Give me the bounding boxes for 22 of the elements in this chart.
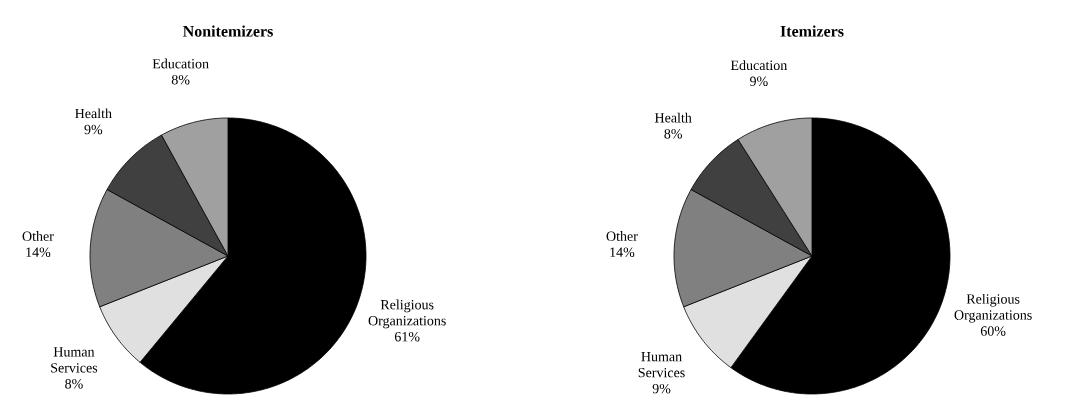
chart-title: Itemizers: [780, 25, 844, 37]
chart-title: Nonitemizers: [183, 25, 273, 37]
slice-label: Education: [152, 58, 209, 69]
data-label: 9%: [652, 383, 671, 394]
data-label: 8%: [171, 75, 190, 85]
slice-label: Health: [75, 108, 112, 119]
slice-label: Human Services: [51, 347, 98, 373]
slice-label: Religious Organizations: [368, 299, 446, 329]
data-label: 8%: [65, 379, 83, 389]
data-label: 14%: [26, 247, 51, 257]
slice-label: Other: [22, 231, 54, 241]
slice-label: Education: [730, 60, 788, 71]
data-label: 61%: [394, 331, 420, 342]
data-label: 60%: [980, 326, 1006, 336]
slice-label: Human Services: [638, 352, 685, 378]
slice-label: Religious Organizations: [954, 293, 1032, 323]
slice-label: Health: [654, 112, 692, 123]
data-label: 14%: [610, 247, 635, 257]
slice-label: Other: [606, 231, 638, 241]
data-label: 9%: [750, 76, 768, 87]
data-label: 9%: [84, 124, 103, 135]
data-label: 8%: [664, 129, 683, 139]
